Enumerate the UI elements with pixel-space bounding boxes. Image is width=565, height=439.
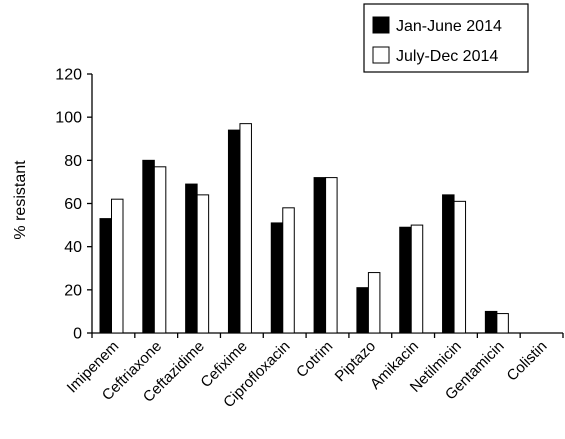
bar-ceftazidime-s1: [185, 183, 198, 334]
bar-cefixime-s2: [239, 123, 252, 334]
y-tick-label: 80: [64, 153, 82, 170]
bar-ciprofloxacin-s2: [282, 207, 295, 334]
bar-piptazo-s2: [367, 272, 381, 334]
bar-ceftazidime-s2: [196, 194, 210, 334]
x-tick-label: Cotrim: [293, 338, 336, 381]
bar-piptazo-s1: [356, 287, 369, 334]
bar-gentamicin-s1: [484, 310, 498, 334]
axes: [87, 73, 564, 338]
y-tick-label: 40: [64, 239, 82, 256]
bar-amikacin-s2: [410, 224, 424, 334]
legend-label: Jan-June 2014: [396, 18, 502, 35]
legend-swatch: [372, 16, 390, 34]
legend-box: [363, 3, 529, 73]
y-tick-label: 100: [55, 110, 82, 127]
legend-swatch: [372, 46, 390, 64]
bar-netilmicin-s1: [442, 194, 455, 334]
bars: [99, 123, 509, 334]
y-tick-label: 60: [64, 196, 82, 213]
y-tick-label: 0: [73, 326, 82, 343]
bar-ceftriaxone-s1: [142, 159, 155, 334]
legend: Jan-June 2014 July-Dec 2014: [363, 3, 529, 73]
bar-cotrim-s1: [313, 177, 327, 334]
bar-cotrim-s2: [325, 177, 338, 334]
y-tick-label: 20: [64, 282, 82, 299]
legend-label: July-Dec 2014: [396, 48, 498, 65]
bar-cefixime-s1: [227, 129, 241, 334]
bar-amikacin-s1: [399, 226, 412, 334]
bar-netilmicin-s2: [453, 200, 467, 334]
y-axis-label: % resistant: [12, 160, 29, 240]
bar-imipenem-s1: [99, 218, 112, 334]
labels: 020406080100120ImipenemCeftriaxoneCeftaz…: [55, 67, 550, 412]
x-tick-label: Colistin: [504, 338, 551, 385]
y-tick-label: 120: [55, 67, 82, 84]
bar-ciprofloxacin-s1: [270, 222, 284, 334]
bar-gentamicin-s2: [496, 313, 509, 334]
bar-imipenem-s2: [111, 198, 124, 334]
bar-ceftriaxone-s2: [153, 166, 167, 334]
